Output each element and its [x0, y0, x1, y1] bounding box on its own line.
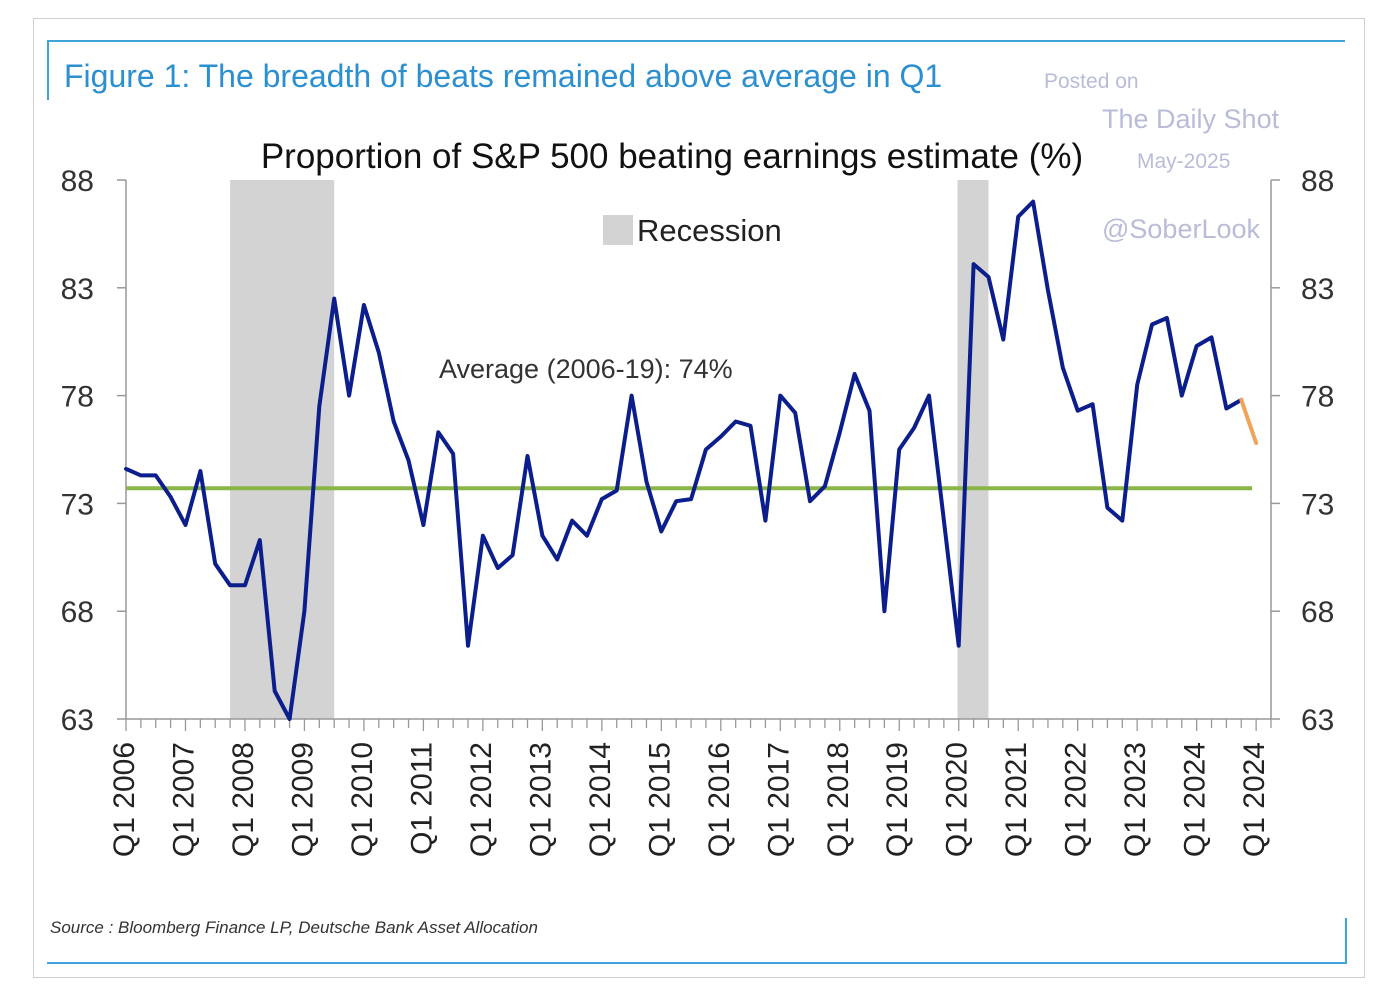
y-tick-label-right: 73	[1301, 488, 1334, 521]
x-tick-label: Q1 2021	[1000, 742, 1033, 857]
x-tick-label: Q1 2018	[822, 742, 855, 857]
x-tick-label: Q1 2006	[108, 742, 141, 857]
series-lines	[124, 199, 1259, 721]
x-tick-label: Q1 2015	[643, 742, 676, 857]
watermark-posted-on: Posted on	[1044, 70, 1139, 93]
figure-title: Figure 1: The breadth of beats remained …	[64, 58, 943, 94]
x-tick-label: Q1 2012	[465, 742, 498, 857]
top-rule	[47, 40, 1345, 42]
x-tick-label: Q1 2008	[227, 742, 260, 857]
x-tick-label: Q1 2020	[941, 742, 974, 857]
y-tick-label-right: 68	[1301, 596, 1334, 629]
average-label: Average (2006-19): 74%	[439, 354, 733, 384]
y-tick-label-left: 68	[61, 596, 94, 629]
y-tick-label-left: 63	[61, 704, 94, 737]
watermark-handle: @SoberLook	[1102, 214, 1261, 244]
axes: 63 63 68 68 73 73 78 78 83 83 88 88 Q1 2006 Q1 2007 Q1…	[61, 165, 1335, 857]
recession-band-0	[230, 180, 335, 719]
legend-recession-swatch	[603, 215, 633, 245]
y-tick-label-left: 73	[61, 488, 94, 521]
x-tick-label: Q1 2007	[167, 742, 200, 857]
watermark-date: May-2025	[1137, 150, 1231, 173]
recession-band-1	[957, 180, 989, 719]
series-line-1	[1239, 397, 1259, 445]
x-tick-label: Q1 2023	[1119, 742, 1152, 857]
y-tick-label-right: 88	[1301, 165, 1334, 198]
bottom-rule-tick	[1345, 918, 1347, 964]
y-tick-label-right: 83	[1301, 273, 1334, 306]
x-tick-label: Q1 2014	[584, 742, 617, 857]
bottom-rule	[47, 962, 1347, 964]
x-tick-label: Q1 2022	[1060, 742, 1093, 857]
x-tick-label: Q1 2019	[881, 742, 914, 857]
watermark-site: The Daily Shot	[1102, 104, 1280, 134]
chart-title: Proportion of S&P 500 beating earnings e…	[261, 137, 1083, 176]
y-tick-label-left: 88	[61, 165, 94, 198]
x-tick-label: Q1 2010	[346, 742, 379, 857]
x-tick-label: Q1 2024	[1179, 742, 1212, 857]
top-rule-tick	[47, 40, 49, 100]
x-tick-label: Q1 2011	[405, 742, 438, 855]
x-tick-label: Q1 2017	[762, 742, 795, 857]
x-tick-label: Q1 2016	[703, 742, 736, 857]
x-tick-label: Q1 2013	[524, 742, 557, 857]
y-tick-label-right: 78	[1301, 381, 1334, 414]
series-line-0	[124, 199, 1244, 721]
recession-bands	[230, 180, 989, 719]
x-tick-label: Q1 2009	[286, 742, 319, 857]
legend-recession-label: Recession	[637, 213, 782, 248]
y-tick-label-right: 63	[1301, 704, 1334, 737]
y-tick-label-left: 78	[61, 381, 94, 414]
x-tick-label: Q1 2024	[1238, 742, 1271, 857]
y-tick-label-left: 83	[61, 273, 94, 306]
source-note: Source : Bloomberg Finance LP, Deutsche …	[50, 918, 538, 937]
chart-text: Proportion of S&P 500 beating earnings e…	[261, 137, 1083, 384]
